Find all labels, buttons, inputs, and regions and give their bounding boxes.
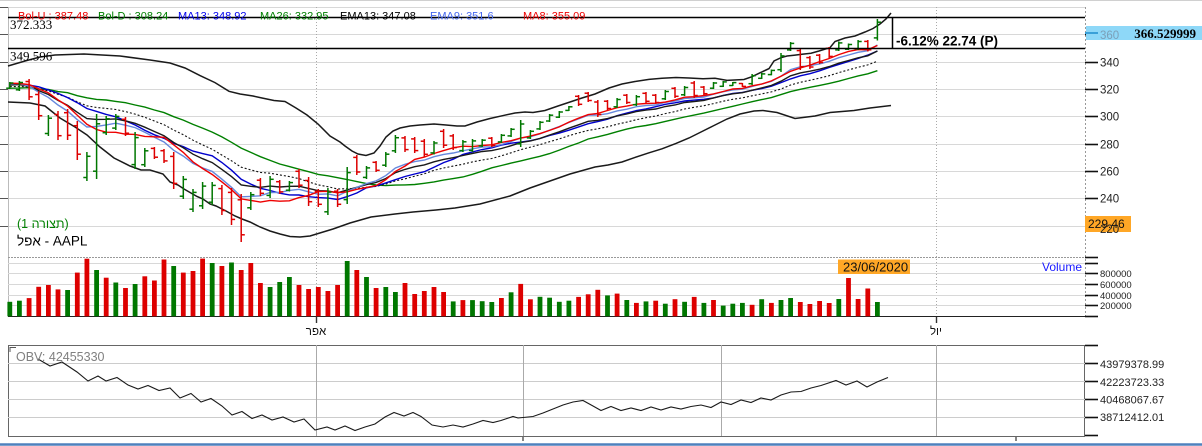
svg-text:320: 320 (1100, 85, 1119, 97)
svg-text:MA13: 348.92: MA13: 348.92 (178, 11, 247, 23)
svg-text:-6.12% 22.74 (P): -6.12% 22.74 (P) (896, 33, 998, 48)
svg-text:360: 360 (1100, 30, 1119, 42)
svg-text:MA8: 355.09: MA8: 355.09 (523, 11, 585, 23)
svg-text:38712412.01: 38712412.01 (1100, 412, 1164, 424)
svg-text:EMA9: 351.6: EMA9: 351.6 (430, 11, 494, 23)
svg-text:229.46: 229.46 (1088, 217, 1125, 231)
svg-text:240: 240 (1100, 194, 1119, 206)
svg-text:אפל - AAPL: אפל - AAPL (17, 234, 88, 249)
svg-text:40468067.67: 40468067.67 (1100, 395, 1164, 407)
svg-text:יול: יול (930, 325, 942, 338)
svg-text:800000: 800000 (1100, 269, 1132, 280)
svg-text:(תצורה 1): (תצורה 1) (17, 217, 69, 231)
svg-text:MA26: 332.95: MA26: 332.95 (260, 11, 329, 23)
svg-text:300: 300 (1100, 112, 1119, 124)
svg-text:400000: 400000 (1100, 291, 1132, 302)
svg-text:אפר: אפר (306, 326, 327, 338)
svg-text:600000: 600000 (1100, 280, 1132, 291)
svg-text:366.529999: 366.529999 (1134, 26, 1196, 41)
svg-text:23/06/2020: 23/06/2020 (843, 260, 908, 275)
svg-text:Bol-D : 308.24: Bol-D : 308.24 (98, 11, 168, 23)
svg-text:Bol-U : 387.48: Bol-U : 387.48 (18, 11, 88, 23)
svg-text:372.333: 372.333 (10, 17, 52, 32)
svg-text:340: 340 (1100, 58, 1119, 70)
svg-text:42223723.33: 42223723.33 (1100, 377, 1164, 389)
svg-text:220: 220 (1100, 224, 1119, 236)
svg-text:280: 280 (1100, 140, 1119, 152)
svg-text:349.596: 349.596 (10, 49, 53, 64)
svg-text:OBV: 42455330: OBV: 42455330 (16, 350, 105, 364)
svg-text:43979378.99: 43979378.99 (1100, 359, 1164, 371)
svg-text:200000: 200000 (1100, 301, 1132, 312)
svg-text:EMA13: 347.08: EMA13: 347.08 (340, 11, 416, 23)
svg-text:Volume: Volume (1042, 260, 1082, 274)
svg-text:260: 260 (1100, 167, 1119, 179)
